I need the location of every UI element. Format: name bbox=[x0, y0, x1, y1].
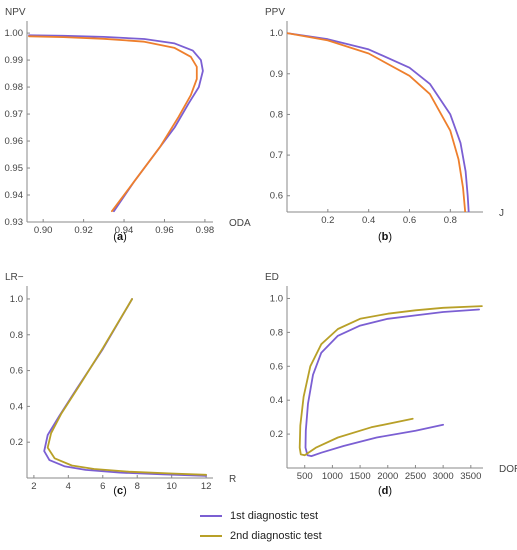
y-tick-label: 0.93 bbox=[5, 217, 24, 228]
x-tick-label: 2000 bbox=[377, 471, 398, 482]
x-tick-label: 500 bbox=[297, 471, 313, 482]
y-tick-label: 0.6 bbox=[10, 366, 23, 377]
x-tick-label: 3000 bbox=[433, 471, 454, 482]
y-tick-label: 0.8 bbox=[270, 109, 283, 120]
panel-label: (c) bbox=[113, 485, 126, 497]
series-line-2 bbox=[287, 32, 467, 212]
y-tick-label: 0.98 bbox=[5, 82, 24, 93]
y-tick-label: 0.2 bbox=[10, 437, 23, 448]
y-tick-label: 0.99 bbox=[5, 55, 24, 66]
series-line-1 bbox=[287, 32, 470, 212]
legend-item-series-2: 2nd diagnostic test bbox=[200, 526, 322, 546]
x-tick-label: 8 bbox=[135, 481, 140, 492]
x-tick-label: 0.6 bbox=[403, 215, 416, 226]
y-tick-label: 0.95 bbox=[5, 163, 24, 174]
x-tick-label: 0.2 bbox=[321, 215, 334, 226]
panel-label: (a) bbox=[113, 231, 126, 243]
y-axis-label: PPV bbox=[265, 7, 285, 18]
y-axis-label: LR− bbox=[5, 272, 24, 283]
x-axis-label: DOR bbox=[499, 464, 517, 475]
x-tick-label: 0.96 bbox=[155, 225, 174, 236]
x-tick-label: 2500 bbox=[405, 471, 426, 482]
x-tick-label: 0.4 bbox=[362, 215, 375, 226]
y-tick-label: 0.96 bbox=[5, 136, 24, 147]
x-tick-label: 1000 bbox=[322, 471, 343, 482]
x-tick-label: 3500 bbox=[460, 471, 481, 482]
y-tick-label: 0.8 bbox=[10, 330, 23, 341]
y-tick-label: 0.7 bbox=[270, 150, 283, 161]
y-axis-label: NPV bbox=[5, 7, 26, 18]
legend-swatch-series-2 bbox=[200, 535, 222, 537]
x-tick-label: 0.92 bbox=[74, 225, 93, 236]
series-line-2 bbox=[28, 35, 198, 213]
chart-panel-b: 0.2 0.4 0.6 0.8 0.6 0.7 0.8 0.9 1.0 J PPV (b) bbox=[265, 7, 504, 243]
x-tick-label: 6 bbox=[100, 481, 105, 492]
y-tick-label: 0.94 bbox=[5, 190, 24, 201]
legend: 1st diagnostic test 2nd diagnostic test bbox=[200, 506, 322, 546]
panel-label: (b) bbox=[378, 231, 392, 243]
y-tick-label: 1.0 bbox=[270, 293, 283, 304]
x-tick-label: 4 bbox=[66, 481, 71, 492]
x-axis-label: R bbox=[229, 474, 236, 485]
x-tick-label: 10 bbox=[166, 481, 177, 492]
y-tick-label: 1.0 bbox=[270, 28, 283, 39]
chart-panel-c: 2 4 6 8 10 12 0.2 0.4 0.6 0.8 1.0 R LR− (c) bbox=[5, 272, 236, 497]
series-line-2 bbox=[298, 305, 483, 457]
x-tick-label: 2 bbox=[31, 481, 36, 492]
y-tick-label: 0.97 bbox=[5, 109, 24, 120]
y-tick-label: 0.6 bbox=[270, 191, 283, 202]
series-line-2 bbox=[46, 298, 207, 476]
legend-item-series-1: 1st diagnostic test bbox=[200, 506, 322, 526]
series-line-1 bbox=[304, 308, 480, 457]
y-tick-label: 0.4 bbox=[10, 401, 23, 412]
y-tick-label: 1.0 bbox=[10, 294, 23, 305]
series-line-1 bbox=[28, 34, 204, 213]
figure: 0.90 0.92 0.94 0.96 0.980.930.940.950.960.97… bbox=[5, 7, 517, 497]
x-tick-label: 0.98 bbox=[196, 225, 215, 236]
y-tick-label: 0.8 bbox=[270, 327, 283, 338]
x-tick-label: 1500 bbox=[350, 471, 371, 482]
y-tick-label: 0.4 bbox=[270, 395, 283, 406]
legend-label-series-2: 2nd diagnostic test bbox=[230, 530, 322, 542]
x-tick-label: 0.94 bbox=[115, 225, 134, 236]
chart-panel-a: 0.90 0.92 0.94 0.96 0.98 0.93 0.94 0.95 0.96 0.97… bbox=[5, 7, 252, 243]
y-tick-label: 1.00 bbox=[5, 28, 24, 39]
x-tick-label: 12 bbox=[201, 481, 212, 492]
y-tick-label: 0.9 bbox=[270, 69, 283, 80]
x-axis-label: J bbox=[499, 208, 504, 219]
series-line-1 bbox=[43, 298, 207, 477]
panel-label: (d) bbox=[378, 485, 392, 497]
y-axis-label: ED bbox=[265, 272, 279, 283]
y-tick-label: 0.6 bbox=[270, 361, 283, 372]
legend-label-series-1: 1st diagnostic test bbox=[230, 510, 319, 522]
x-axis-label: ODA bbox=[229, 218, 251, 229]
x-tick-label: 0.8 bbox=[444, 215, 457, 226]
chart-panel-d: 500 1000 1500 2000 2500 3000 3500 0.2 0.4 0.6 0.8 1… bbox=[265, 272, 517, 497]
x-tick-label: 0.90 bbox=[34, 225, 53, 236]
y-tick-label: 0.2 bbox=[270, 429, 283, 440]
legend-swatch-series-1 bbox=[200, 515, 222, 517]
